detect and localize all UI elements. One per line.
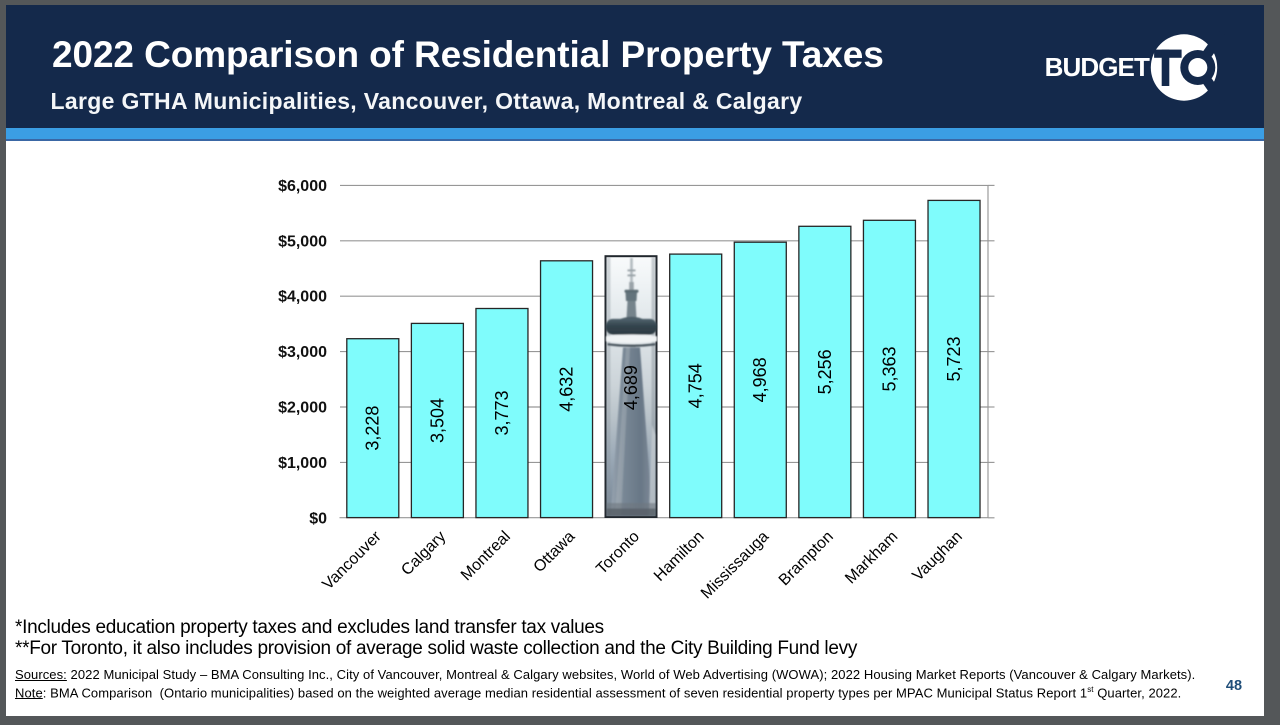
svg-text:Vaughan: Vaughan (909, 528, 965, 584)
svg-text:$5,000: $5,000 (278, 233, 327, 250)
svg-text:5,256: 5,256 (815, 349, 835, 394)
svg-text:4,968: 4,968 (750, 357, 770, 402)
svg-text:3,504: 3,504 (427, 398, 447, 443)
svg-text:Ottawa: Ottawa (531, 528, 579, 576)
svg-text:$4,000: $4,000 (278, 289, 327, 306)
svg-text:Montreal: Montreal (458, 528, 514, 584)
svg-text:3,773: 3,773 (492, 390, 512, 435)
svg-text:4,754: 4,754 (686, 363, 706, 408)
svg-text:$6,000: $6,000 (278, 178, 327, 195)
svg-text:4,689: 4,689 (621, 365, 641, 410)
svg-text:5,723: 5,723 (944, 336, 964, 381)
svg-text:Calgary: Calgary (398, 528, 449, 579)
svg-text:$0: $0 (309, 510, 327, 527)
svg-text:Brampton: Brampton (776, 528, 837, 589)
svg-text:5,363: 5,363 (879, 346, 899, 391)
svg-text:Mississauga: Mississauga (698, 528, 772, 602)
svg-text:3,228: 3,228 (363, 406, 383, 451)
svg-text:$3,000: $3,000 (278, 344, 327, 361)
svg-text:$2,000: $2,000 (278, 400, 327, 417)
svg-text:$1,000: $1,000 (278, 455, 327, 472)
svg-text:Vancouver: Vancouver (319, 528, 385, 594)
svg-text:4,632: 4,632 (556, 367, 576, 412)
svg-text:Hamilton: Hamilton (651, 528, 708, 585)
svg-text:Toronto: Toronto (593, 528, 643, 578)
svg-text:Markham: Markham (842, 528, 901, 587)
